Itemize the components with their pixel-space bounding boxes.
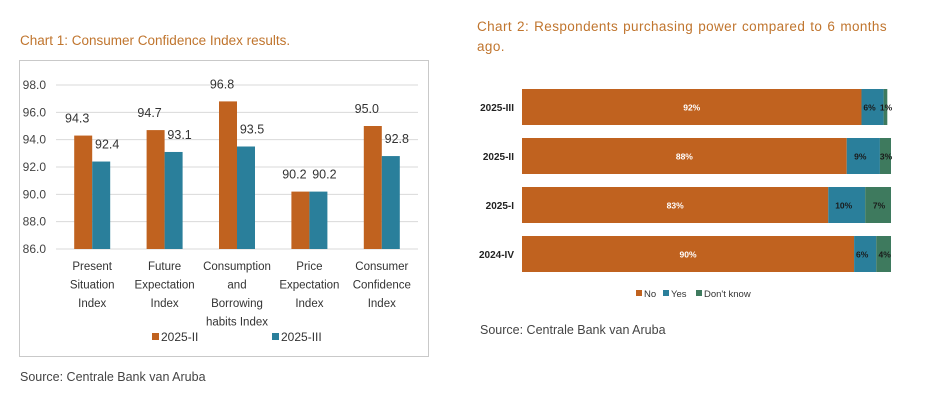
y-tick-label: 88.0 [23, 215, 47, 229]
chart1-frame [19, 60, 429, 357]
bar-2025-II [219, 101, 237, 250]
category-label: Situation [70, 280, 115, 292]
data-label: 96.8 [210, 77, 234, 91]
legend-swatch [272, 333, 279, 340]
data-label: 94.3 [65, 112, 89, 126]
category-label: Index [368, 298, 396, 310]
y-tick-label: 92.0 [23, 160, 47, 174]
data-label: 92.8 [385, 132, 409, 146]
data-label: 90.2 [312, 168, 336, 182]
category-label: Future [148, 261, 181, 273]
y-tick-label: 94.0 [23, 133, 47, 147]
bar-2025-II [363, 126, 382, 249]
bar-2025-II [146, 130, 165, 249]
category-label: Index [295, 298, 323, 310]
bar-2025-III [309, 191, 328, 249]
data-label: 95.0 [355, 102, 379, 116]
category-label: Expectation [279, 280, 339, 292]
bar-2025-III [237, 146, 255, 249]
bar-2025-II [291, 191, 310, 249]
category-label: Confidence [353, 280, 411, 292]
category-label: Present [72, 261, 112, 273]
bar-2025-II [74, 135, 93, 249]
category-label: Borrowing [211, 298, 263, 310]
bar-2025-III [381, 156, 400, 249]
data-label: 90.2 [282, 168, 306, 182]
data-label: 93.1 [167, 128, 191, 142]
category-label: Price [296, 261, 322, 273]
data-label: 93.5 [240, 123, 264, 137]
data-label: 94.7 [137, 106, 161, 120]
chart1-title: Chart 1: Consumer Confidence Index resul… [20, 33, 291, 48]
chart2-source: Source: Centrale Bank van Aruba [480, 323, 666, 337]
chart2-title: Chart 2: Respondents purchasing power co… [477, 19, 887, 54]
bar-2025-III [164, 151, 183, 249]
legend-label: 2025-II [161, 330, 198, 344]
legend-swatch [152, 333, 159, 340]
category-label: Index [151, 298, 179, 310]
y-tick-label: 96.0 [23, 105, 47, 119]
category-label: habits Index [206, 317, 268, 329]
y-tick-label: 98.0 [23, 78, 47, 92]
category-label: Consumption [203, 261, 271, 273]
category-label: and [227, 280, 246, 292]
category-label: Index [78, 298, 106, 310]
data-label: 92.4 [95, 138, 119, 152]
chart1-source: Source: Centrale Bank van Aruba [20, 370, 206, 384]
category-label: Expectation [135, 280, 195, 292]
y-tick-label: 90.0 [23, 187, 47, 201]
legend-label: 2025-III [281, 330, 322, 344]
y-tick-label: 86.0 [23, 242, 47, 256]
category-label: Consumer [355, 261, 408, 273]
bar-2025-III [92, 161, 111, 249]
